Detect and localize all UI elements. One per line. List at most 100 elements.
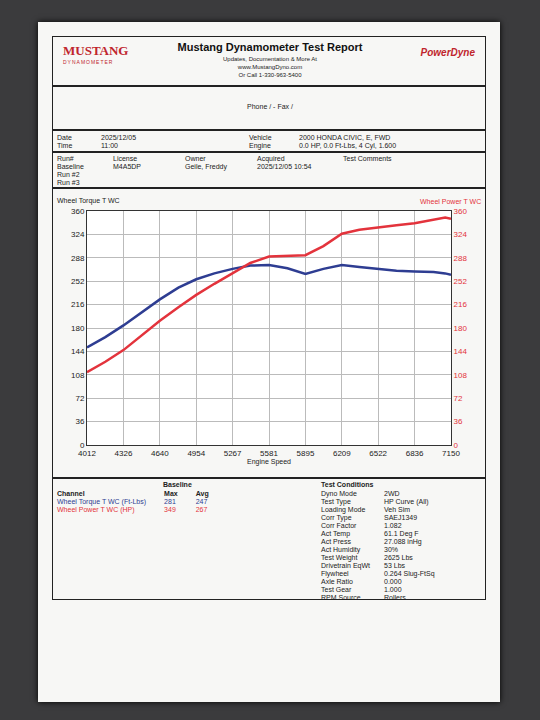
svg-text:Wheel Torque T WC: Wheel Torque T WC [57,197,120,205]
svg-text:36: 36 [75,417,84,426]
html-text:MUSTANG: MUSTANG [63,43,129,58]
html-text:2000 HONDA CIVIC, E, FWD: 2000 HONDA CIVIC, E, FWD [299,134,391,141]
html-text:Engine: Engine [249,142,271,149]
html-text:Corr Factor: Corr Factor [321,522,357,529]
html-text:Run#: Run# [57,155,74,162]
html-text:Flywheel: Flywheel [321,570,349,577]
svg-text:180: 180 [71,324,85,333]
svg-text:360: 360 [71,207,85,216]
html-text:Test Gear: Test Gear [321,586,352,593]
svg-text:72: 72 [75,394,84,403]
svg-text:144: 144 [71,347,85,356]
svg-text:360: 360 [454,207,468,216]
html-text:Act Temp: Act Temp [321,530,351,537]
html-text:27.088 inHg: 27.088 inHg [384,538,422,545]
html-text:30%: 30% [384,546,398,553]
html-text:Vehicle: Vehicle [249,134,272,141]
html-text:Owner: Owner [185,155,206,162]
html-text:61.1 Deg F: 61.1 Deg F [384,530,419,537]
svg-text:108: 108 [454,371,468,380]
svg-text:108: 108 [71,371,85,380]
html-text:11:00: 11:00 [101,142,118,149]
html-text:License: License [113,155,138,162]
html-text:Test Weight: Test Weight [321,554,358,561]
html-text:Wheel Power T WC (HP): Wheel Power T WC (HP) [57,506,135,513]
html-text:1.082: 1.082 [384,522,402,529]
html-text:DYNAMOMETER: DYNAMOMETER [63,59,114,65]
html-text:2625 Lbs: 2625 Lbs [384,554,413,561]
html-text:2025/12/05 10:54: 2025/12/05 10:54 [257,163,312,170]
html-text:0.0 HP, 0.0 Ft-Lbs, 4 Cyl, 1.6: 0.0 HP, 0.0 Ft-Lbs, 4 Cyl, 1.600 [299,142,397,149]
html-text:2025/12/05: 2025/12/05 [101,134,136,141]
html-text:HP Curve (All): HP Curve (All) [384,498,429,505]
html-text:RPM Source: RPM Source [321,594,361,601]
svg-text:288: 288 [454,254,468,263]
svg-text:4640: 4640 [151,449,169,458]
svg-text:4954: 4954 [187,449,205,458]
html-text:Phone / - Fax /: Phone / - Fax / [247,103,293,110]
html-text:Run #2: Run #2 [57,171,80,178]
html-text:Date: Date [57,134,72,141]
svg-text:72: 72 [454,394,463,403]
html-text:Axle Ratio: Axle Ratio [321,578,353,585]
html-text:Act Press: Act Press [321,538,351,545]
html-text:Channel: Channel [57,490,85,497]
html-text:Act Humidity: Act Humidity [321,546,361,553]
svg-text:5581: 5581 [260,449,278,458]
html-text:Loading Mode: Loading Mode [321,506,366,513]
html-text:Updates, Documentation & More: Updates, Documentation & More At [223,56,317,62]
html-text:247: 247 [195,498,208,505]
html-text:1.000: 1.000 [384,586,402,593]
html-text:Test Conditions: Test Conditions [321,481,374,488]
html-text:Test Comments: Test Comments [343,155,392,162]
svg-text:6836: 6836 [406,449,424,458]
html-text:M4A5DP: M4A5DP [113,163,141,170]
html-text:Acquired: Acquired [257,155,285,162]
html-text:PowerDyne: PowerDyne [420,47,475,58]
svg-text:6209: 6209 [333,449,351,458]
html-text:281: 281 [164,498,176,505]
svg-text:0: 0 [454,441,459,450]
html-text:Wheel Torque T WC (Ft-Lbs): Wheel Torque T WC (Ft-Lbs) [57,498,147,505]
svg-text:5895: 5895 [297,449,315,458]
svg-text:Wheel Power T WC: Wheel Power T WC [420,198,481,205]
svg-text:216: 216 [454,300,468,309]
html-text:Geile, Freddy: Geile, Freddy [185,163,227,170]
html-text:Baseline: Baseline [57,163,84,170]
html-text:0.000: 0.000 [384,578,402,585]
html-text:Time: Time [57,142,73,149]
html-text:Test Type: Test Type [321,498,351,505]
html-text:53 Lbs: 53 Lbs [384,562,405,569]
html-text:Max: Max [164,490,178,497]
svg-text:5267: 5267 [224,449,242,458]
html-text:Corr Type: Corr Type [321,514,352,521]
html-text:SAEJ1349: SAEJ1349 [384,514,418,521]
svg-text:Engine Speed: Engine Speed [247,458,291,466]
html-text:Rollers: Rollers [384,594,406,601]
svg-text:4326: 4326 [115,449,133,458]
svg-text:144: 144 [454,347,468,356]
svg-text:0: 0 [80,441,85,450]
svg-text:7150: 7150 [442,449,460,458]
html-text:Dyno Mode: Dyno Mode [321,490,357,497]
html-text:Mustang Dynamometer Test Repor: Mustang Dynamometer Test Report [177,41,363,53]
svg-text:36: 36 [454,417,463,426]
svg-text:288: 288 [71,254,85,263]
html-text:349: 349 [164,506,176,513]
svg-text:252: 252 [71,277,85,286]
html-text:Baseline: Baseline [163,481,192,488]
html-text:0.264 Slug-FtSq: 0.264 Slug-FtSq [384,570,435,577]
html-text:Run #3: Run #3 [57,179,80,186]
html-text:Avg: Avg [195,490,209,497]
svg-text:252: 252 [454,277,468,286]
html-text:Veh Sim: Veh Sim [384,506,411,513]
svg-text:6522: 6522 [369,449,387,458]
svg-text:324: 324 [454,230,468,239]
svg-text:4012: 4012 [78,449,96,458]
svg-text:180: 180 [454,324,468,333]
html-text:2WD: 2WD [384,490,400,497]
svg-text:324: 324 [71,230,85,239]
html-text:Drivetrain EqWt: Drivetrain EqWt [321,562,370,569]
html-text:267: 267 [195,506,208,513]
svg-text:216: 216 [71,300,85,309]
